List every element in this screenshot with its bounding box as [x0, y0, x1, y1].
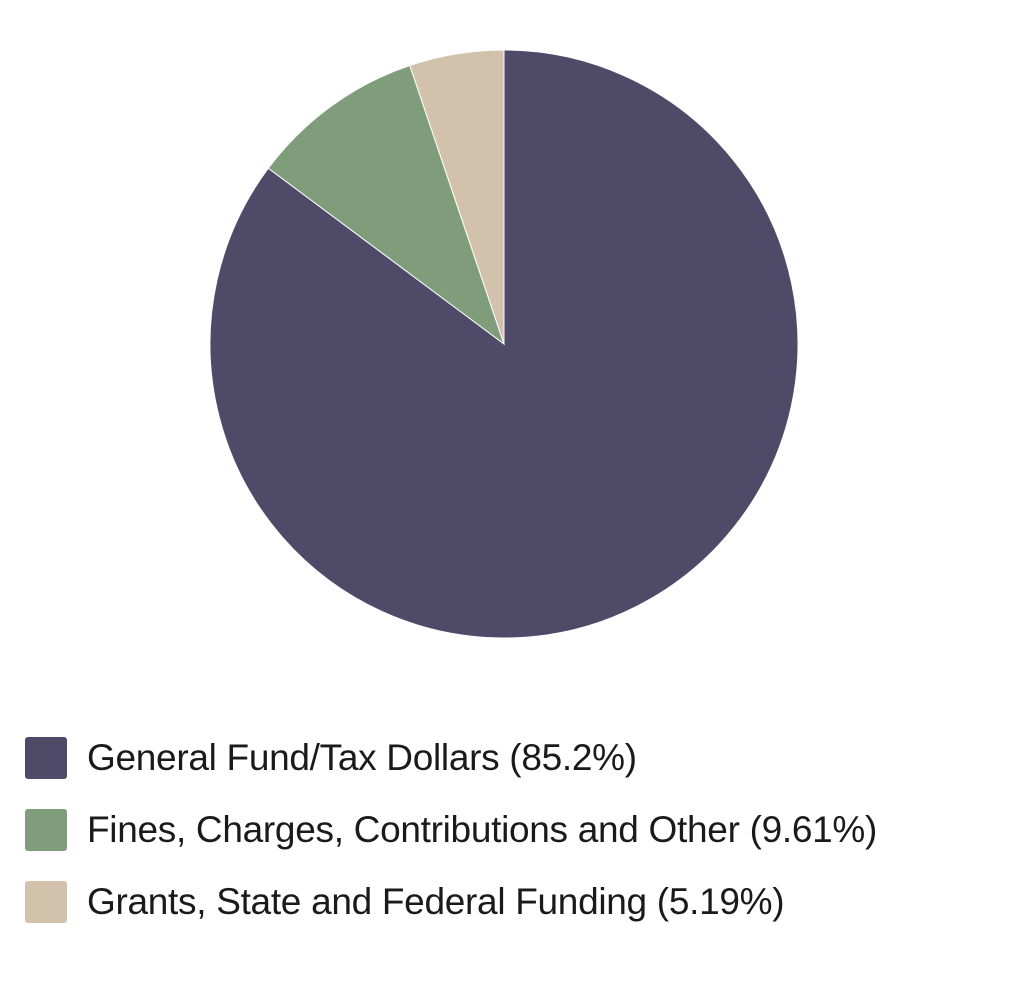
legend-swatch-general-fund: [25, 737, 67, 779]
legend-item-fines-charges: Fines, Charges, Contributions and Other …: [25, 794, 1015, 866]
legend-label-fines-charges: Fines, Charges, Contributions and Other …: [87, 809, 878, 850]
pie-chart: [209, 49, 799, 639]
legend-swatch-fines-charges: [25, 809, 67, 851]
legend-item-general-fund: General Fund/Tax Dollars (85.2%): [25, 722, 1015, 794]
legend-label-grants: Grants, State and Federal Funding (5.19%…: [87, 881, 785, 922]
pie-slices: [209, 49, 799, 639]
pie-slice-fines-charges: [267, 64, 505, 346]
pie-slice-grants: [409, 49, 505, 345]
legend-label-general-fund: General Fund/Tax Dollars (85.2%): [87, 737, 637, 778]
legend-swatch-grants: [25, 881, 67, 923]
legend-item-grants: Grants, State and Federal Funding (5.19%…: [25, 866, 1015, 938]
chart-legend: General Fund/Tax Dollars (85.2%) Fines, …: [25, 722, 1015, 938]
